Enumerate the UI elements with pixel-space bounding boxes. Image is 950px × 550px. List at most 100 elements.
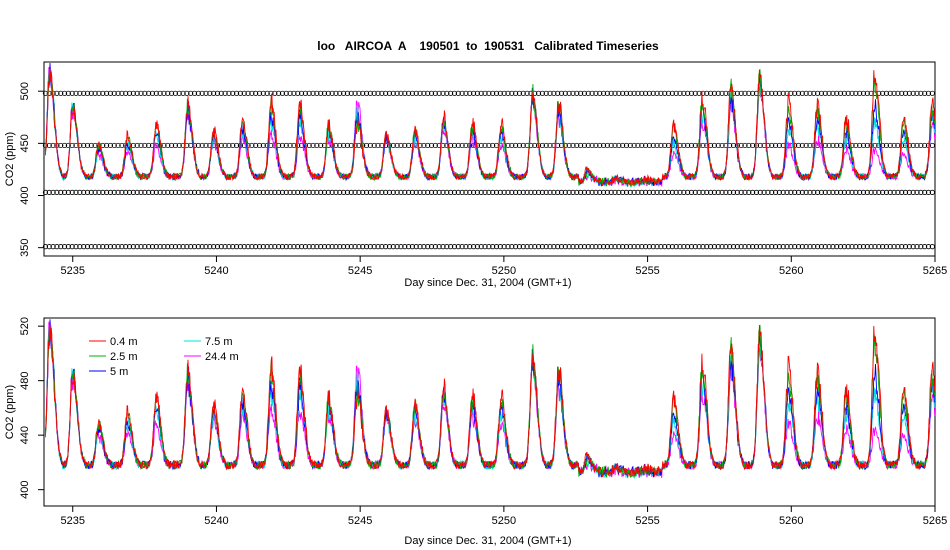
calibration-point [612,244,618,250]
calibration-point [448,189,454,195]
calibration-point [161,244,167,250]
calibration-point [394,244,400,250]
calibration-point [81,142,87,149]
calibration-point [100,189,106,195]
calibration-point [669,90,675,96]
calibration-point [574,244,580,250]
legend-label-7-5m: 7.5 m [205,336,233,348]
calibration-point [547,142,553,149]
calibration-point [799,90,805,96]
calibration-point [84,189,91,195]
calibration-point [880,90,886,96]
calibration-point [513,90,519,96]
calibration-point [463,142,469,149]
calibration-point [325,244,331,250]
calibration-point [398,244,404,250]
calibration-point [635,90,641,96]
calibration-point [195,189,201,195]
calibration-point [165,142,171,149]
calibration-point [807,90,813,96]
calibration-point [111,189,117,195]
calibration-point [860,142,867,149]
calibration-point [535,90,542,96]
calibration-point [413,189,419,195]
calibration-point [383,189,389,195]
legend-label-24-4m: 24.4 m [205,351,239,363]
calibration-point [834,142,840,149]
bottom-x-tick-label: 5255 [635,515,659,527]
calibration-point [478,142,484,149]
calibration-point [650,189,656,195]
calibration-point [578,90,584,96]
calibration-point [639,244,645,250]
calibration-point [222,244,228,250]
calibration-point [685,142,691,149]
calibration-point [375,244,381,250]
calibration-point [245,90,251,96]
calibration-point [662,142,668,149]
top-y-tick-label: 500 [19,82,31,100]
calibration-point [50,142,56,149]
calibration-point [750,244,756,250]
calibration-point [241,90,247,96]
calibration-point [467,244,473,250]
calibration-point [279,90,286,96]
calibration-point [184,189,190,195]
calibration-point [539,142,545,149]
calibration-point [895,189,901,195]
calibration-point [371,142,377,149]
calibration-point [363,189,370,195]
calibration-point [54,244,60,250]
calibration-point [505,189,511,195]
calibration-point [925,244,932,250]
calibration-point [719,244,725,250]
calibration-point [730,189,737,195]
calibration-point [276,189,282,195]
calibration-point [482,90,488,96]
calibration-point [600,142,607,149]
calibration-point [620,90,626,96]
calibration-point [788,244,794,250]
calibration-point [539,244,545,250]
calibration-point [597,189,603,195]
calibration-point [115,189,121,195]
calibration-point [746,244,752,250]
calibration-point [61,244,68,250]
calibration-point [807,189,813,195]
calibration-point [405,244,412,250]
calibration-point [780,189,786,195]
calibration-point [570,244,576,250]
calibration-point [237,244,243,250]
calibration-point [211,244,217,250]
calibration-point [520,90,526,96]
calibration-point [168,244,175,250]
calibration-point [914,244,920,250]
calibration-point [119,90,125,96]
calibration-point [837,189,844,195]
calibration-point [444,189,450,195]
calibration-point [168,142,175,149]
calibration-point [772,189,779,195]
calibration-point [310,90,316,96]
top-x-tick-label: 5250 [492,265,516,277]
calibration-point [96,244,102,250]
calibration-point [864,90,870,96]
calibration-point [826,244,832,250]
top-calibration-points [42,90,935,250]
calibration-point [417,90,423,96]
calibration-point [398,142,404,149]
calibration-point [375,189,381,195]
calibration-point [115,244,121,250]
calibration-point [356,90,362,96]
calibration-point [383,244,389,250]
calibration-point [608,189,614,195]
top-x-tick-label: 5265 [923,265,947,277]
calibration-point [214,90,221,96]
calibration-point [302,90,308,96]
calibration-point [455,90,461,96]
calibration-point [352,90,358,96]
calibration-point [593,244,599,250]
top-y-axis: 350 400 450 500 [19,82,44,257]
calibration-point [910,90,916,96]
calibration-point [165,189,171,195]
